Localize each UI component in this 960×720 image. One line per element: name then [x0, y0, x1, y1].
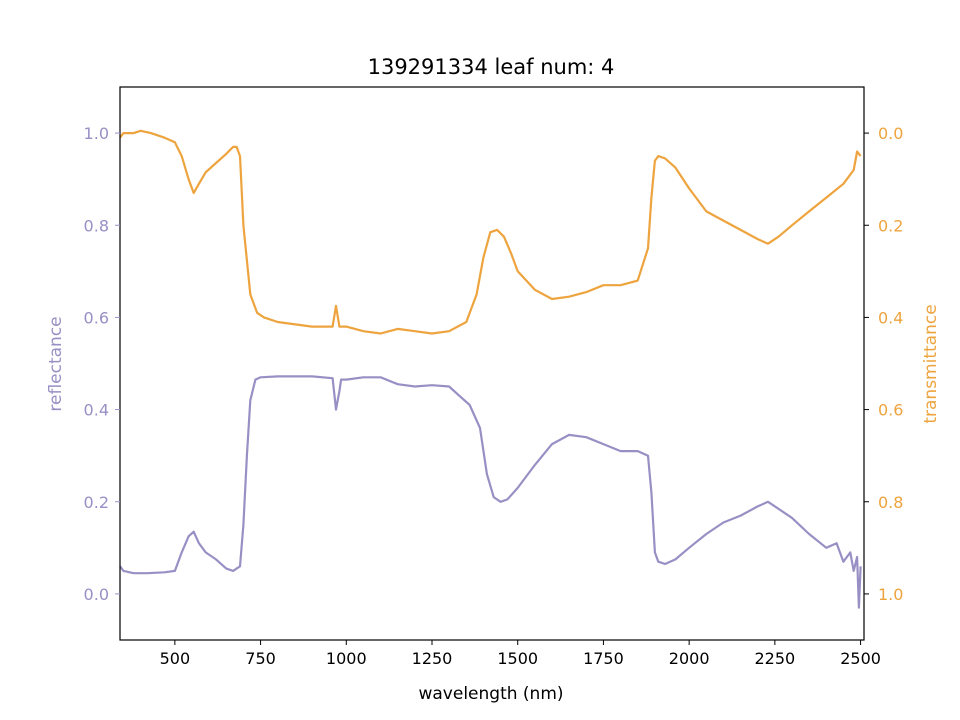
left-y-tick-label: 0.0: [84, 585, 109, 604]
left-y-tick-label: 0.2: [84, 493, 109, 512]
left-y-axis-label: reflectance: [46, 316, 66, 411]
x-tick-label: 2000: [669, 649, 710, 668]
left-y-axis: 0.0 0.2 0.4 0.6 0.8 1.0: [84, 124, 120, 604]
right-y-tick-label: 0.4: [878, 308, 903, 327]
x-axis-label: wavelength (nm): [418, 684, 563, 704]
x-tick-label: 500: [160, 649, 191, 668]
left-y-tick-label: 0.8: [84, 216, 109, 235]
reflectance-line: [119, 375, 862, 609]
x-tick-label: 2500: [840, 649, 881, 668]
right-y-tick-label: 0.6: [878, 401, 903, 420]
chart-title: 139291334 leaf num: 4: [368, 55, 615, 79]
right-y-tick-label: 0.8: [878, 493, 903, 512]
x-tick-label: 1750: [583, 649, 624, 668]
x-axis: 500 750 1000 1250 1500 1750 2000 2250 2500: [160, 640, 881, 668]
right-y-tick-label: 0.2: [878, 216, 903, 235]
left-y-tick-label: 0.6: [84, 308, 109, 327]
x-tick-label: 2250: [754, 649, 795, 668]
left-y-tick-label: 0.4: [84, 401, 109, 420]
right-y-axis-label: transmittance: [921, 304, 941, 423]
left-y-tick-label: 1.0: [84, 124, 109, 143]
transmittance-line: [119, 129, 862, 335]
right-y-tick-label: 0.0: [878, 124, 903, 143]
series-layer: [119, 129, 862, 609]
x-tick-label: 1000: [326, 649, 367, 668]
x-tick-label: 750: [245, 649, 276, 668]
x-tick-label: 1500: [497, 649, 538, 668]
right-y-tick-label: 1.0: [878, 585, 903, 604]
right-y-axis: 0.0 0.2 0.4 0.6 0.8 1.0: [864, 124, 903, 604]
plot-frame: [119, 86, 865, 641]
x-tick-label: 1250: [412, 649, 453, 668]
